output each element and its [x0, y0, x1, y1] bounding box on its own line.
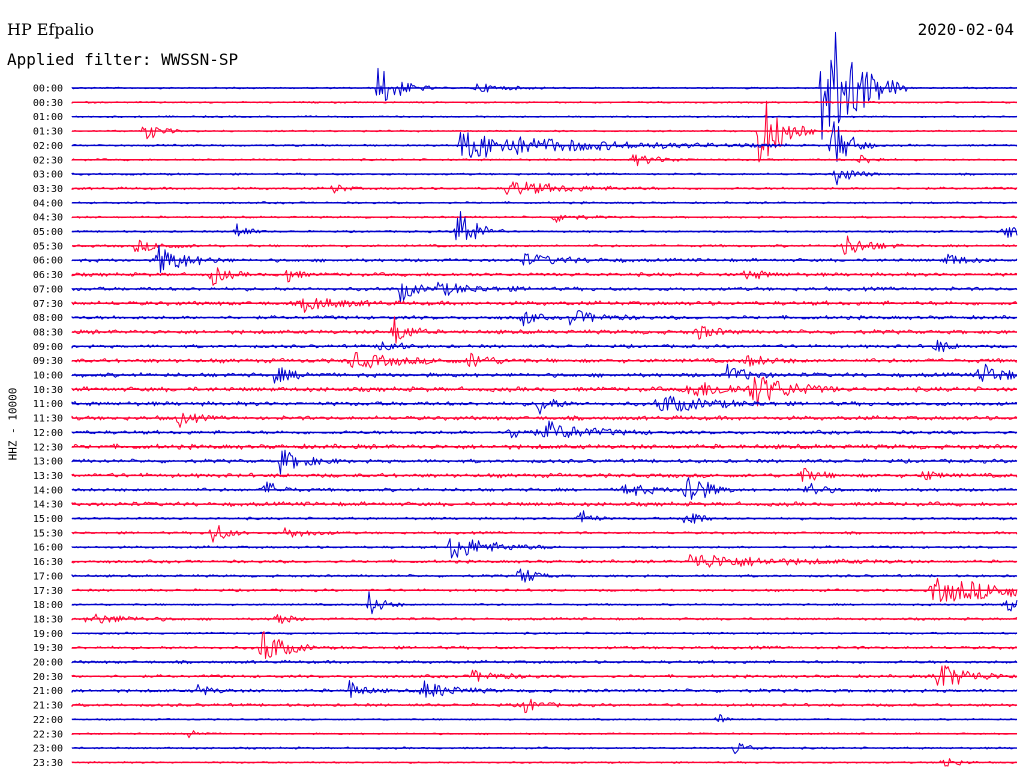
time-tick-label: 23:00: [33, 744, 63, 755]
date-label: 2020-02-04: [917, 20, 1014, 39]
time-tick-label: 11:00: [33, 399, 63, 410]
time-tick-label: 12:30: [33, 442, 63, 453]
trace-line: [71, 477, 1018, 500]
time-tick-label: 21:00: [33, 686, 63, 697]
time-tick-label: 09:00: [33, 342, 63, 353]
time-tick-label: 05:30: [33, 241, 63, 252]
trace-line: [71, 714, 1018, 723]
trace-line: [71, 310, 1018, 327]
time-tick-label: 16:30: [33, 557, 63, 568]
time-tick-label: 07:00: [33, 284, 63, 295]
trace-line: [71, 467, 1018, 482]
trace-line: [71, 31, 1018, 140]
time-tick-label: 00:00: [33, 84, 63, 95]
trace-line: [71, 680, 1018, 698]
trace-line: [71, 235, 1018, 255]
time-tick-label: 03:00: [33, 170, 63, 181]
trace-line: [71, 298, 1018, 313]
time-tick-label: 22:30: [33, 729, 63, 740]
trace-line: [71, 214, 1018, 223]
time-tick-label: 04:00: [33, 198, 63, 209]
time-tick-label: 04:30: [33, 213, 63, 224]
time-tick-label: 01:30: [33, 127, 63, 138]
time-tick-label: 17:00: [33, 571, 63, 582]
trace-line: [71, 538, 1018, 559]
time-tick-label: 09:30: [33, 356, 63, 367]
time-tick-label: 18:30: [33, 614, 63, 625]
trace-line: [71, 525, 1018, 543]
time-tick-label: 12:00: [33, 428, 63, 439]
time-tick-label: 06:30: [33, 270, 63, 281]
filter-label: Applied filter: WWSSN-SP: [7, 50, 239, 69]
trace-line: [71, 316, 1017, 344]
time-tick-label: 13:30: [33, 471, 63, 482]
trace-line: [71, 121, 1018, 162]
trace-line: [71, 665, 1018, 686]
time-tick-label: 13:00: [33, 457, 63, 468]
trace-line: [71, 698, 1018, 714]
trace-line: [71, 510, 1018, 524]
trace-line: [71, 211, 1018, 241]
time-tick-label: 16:00: [33, 543, 63, 554]
time-tick-label: 20:00: [33, 658, 63, 669]
time-tick-label: 02:00: [33, 141, 63, 152]
trace-line: [71, 449, 1018, 475]
trace-line: [71, 631, 1018, 659]
time-tick-label: 10:00: [33, 371, 63, 382]
trace-line: [71, 395, 1018, 415]
time-tick-label: 15:00: [33, 514, 63, 525]
time-tick-label: 17:30: [33, 586, 63, 597]
time-tick-label: 20:30: [33, 672, 63, 683]
time-tick-label: 08:30: [33, 327, 63, 338]
time-tick-label: 05:00: [33, 227, 63, 238]
trace-line: [71, 267, 1018, 286]
time-tick-label: 10:30: [33, 385, 63, 396]
time-tick-label: 18:00: [33, 600, 63, 611]
station-title: HP Efpalio: [7, 20, 95, 39]
time-tick-label: 19:30: [33, 643, 63, 654]
time-tick-label: 11:30: [33, 414, 63, 425]
time-tick-label: 21:30: [33, 701, 63, 712]
trace-line: [71, 170, 1018, 186]
time-tick-label: 02:30: [33, 155, 63, 166]
time-tick-label: 00:30: [33, 98, 63, 109]
trace-line: [71, 281, 1018, 303]
trace-line: [71, 412, 1018, 428]
trace-line: [71, 420, 1018, 439]
trace-line: [71, 376, 1018, 407]
trace-line: [71, 363, 1018, 384]
time-tick-label: 19:00: [33, 629, 63, 640]
seismogram-traces: [71, 31, 1018, 767]
time-tick-label: 08:00: [33, 313, 63, 324]
time-tick-labels: 00:00 00:30 01:00 01:30 02:00 02:30 03:00 03:30…: [33, 84, 63, 769]
time-tick-label: 03:30: [33, 184, 63, 195]
time-tick-label: 07:30: [33, 299, 63, 310]
time-tick-label: 22:00: [33, 715, 63, 726]
trace-line: [71, 591, 1018, 615]
time-tick-label: 01:00: [33, 112, 63, 123]
time-tick-label: 23:30: [33, 758, 63, 769]
time-tick-label: 15:30: [33, 528, 63, 539]
time-tick-label: 14:30: [33, 500, 63, 511]
time-tick-label: 06:00: [33, 256, 63, 267]
trace-line: [71, 244, 1018, 273]
time-tick-label: 14:00: [33, 485, 63, 496]
